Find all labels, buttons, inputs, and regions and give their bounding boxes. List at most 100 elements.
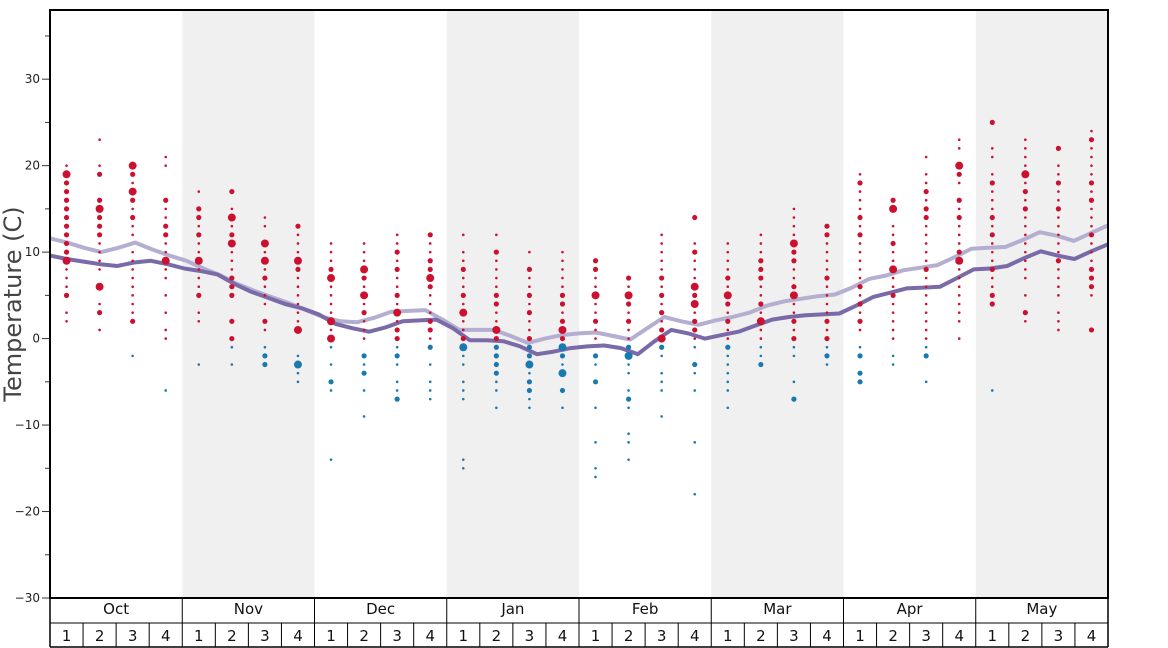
data-point [792, 268, 796, 271]
data-point [164, 294, 168, 297]
data-point [131, 268, 134, 271]
data-point [131, 250, 134, 254]
data-point [561, 250, 564, 254]
data-point [657, 334, 666, 343]
trend-line-2 [49, 242, 1109, 357]
y-tick-label: 20 [25, 159, 40, 173]
week-label: 1 [591, 627, 601, 645]
data-point [1022, 310, 1028, 316]
week-label: 2 [227, 627, 237, 645]
data-point [493, 292, 499, 298]
data-point [1057, 311, 1060, 314]
data-point [957, 224, 961, 228]
data-point [1088, 266, 1095, 273]
data-point [660, 242, 663, 245]
data-point [230, 250, 234, 254]
data-point [889, 204, 898, 213]
data-point [857, 180, 863, 186]
data-point [693, 276, 697, 280]
data-point [493, 301, 499, 307]
data-point [460, 266, 466, 273]
data-point [1021, 170, 1030, 179]
data-point [923, 214, 929, 221]
data-point [726, 380, 730, 384]
data-point [857, 284, 863, 290]
data-point [62, 256, 71, 265]
data-point [756, 317, 765, 326]
data-point [528, 406, 531, 410]
data-point [526, 292, 533, 298]
data-point [98, 250, 101, 254]
data-point [561, 268, 564, 271]
data-point [461, 380, 465, 384]
data-point [990, 250, 994, 254]
data-point [197, 319, 201, 323]
data-point [131, 181, 134, 185]
data-point [660, 233, 663, 237]
data-point [857, 353, 863, 359]
week-label: 4 [690, 627, 700, 645]
data-point [427, 344, 433, 350]
data-point [759, 233, 763, 237]
data-point [1057, 242, 1060, 245]
data-point [62, 170, 71, 179]
data-point [1057, 328, 1060, 332]
data-point [990, 285, 994, 289]
data-point [229, 335, 235, 342]
data-point [229, 284, 235, 290]
data-point [558, 369, 567, 378]
data-point [131, 224, 134, 228]
data-point [792, 345, 796, 349]
data-point [230, 268, 234, 271]
data-point [890, 197, 896, 203]
data-point [428, 311, 432, 314]
data-point [295, 223, 301, 229]
data-point [924, 276, 928, 280]
data-point [758, 361, 764, 368]
data-point [1055, 180, 1062, 186]
data-point [924, 319, 928, 323]
data-point [1024, 276, 1027, 280]
data-point [230, 345, 234, 349]
data-point [493, 249, 499, 255]
data-point [791, 396, 797, 402]
data-point [131, 276, 134, 280]
data-point [825, 345, 829, 349]
data-point [559, 292, 566, 298]
data-point [957, 147, 961, 150]
data-point [924, 311, 928, 314]
data-point [660, 259, 663, 263]
data-point [1057, 172, 1060, 176]
data-point [659, 344, 665, 350]
data-point [791, 284, 797, 290]
data-point [990, 155, 994, 159]
data-point [759, 285, 763, 289]
data-point [130, 318, 136, 324]
data-point [957, 268, 961, 271]
data-point [957, 294, 961, 297]
data-point [428, 302, 432, 306]
data-point [923, 353, 929, 359]
data-point [296, 354, 300, 358]
data-point [1055, 145, 1062, 151]
data-point [495, 285, 498, 289]
data-point [329, 285, 333, 289]
data-point [825, 294, 829, 297]
data-point [858, 268, 862, 271]
data-point [262, 275, 268, 281]
data-point [791, 258, 797, 264]
data-point [624, 291, 633, 300]
data-point [692, 318, 698, 324]
data-point [461, 354, 465, 358]
data-point [627, 328, 630, 332]
data-point [525, 360, 534, 369]
data-point [726, 337, 730, 340]
data-point [1022, 206, 1028, 212]
data-point [196, 292, 202, 298]
data-point [594, 276, 597, 280]
data-point [990, 276, 994, 280]
week-label: 3 [921, 627, 931, 645]
data-point [395, 380, 399, 384]
data-point [890, 240, 896, 247]
data-point [627, 432, 630, 436]
